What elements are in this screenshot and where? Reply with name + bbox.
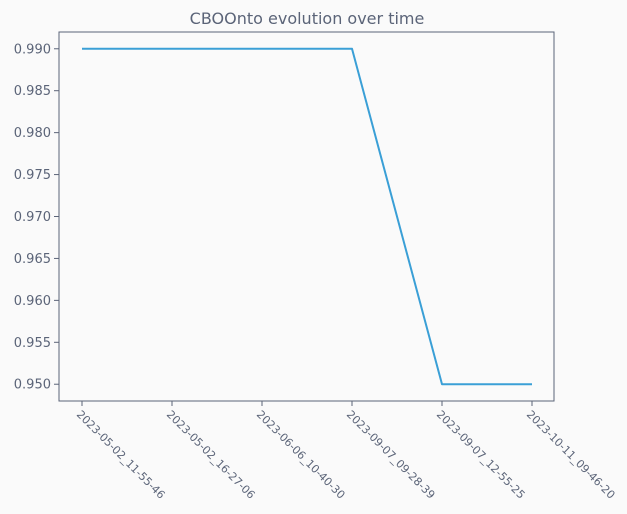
plot-area xyxy=(58,31,555,402)
y-tick-label: 0.985 xyxy=(14,84,51,99)
y-tick-label: 0.980 xyxy=(14,126,51,141)
chart-title: CBOOnto evolution over time xyxy=(190,9,425,28)
y-tick-label: 0.955 xyxy=(14,336,51,351)
y-tick-label: 0.970 xyxy=(14,210,51,225)
series-group xyxy=(81,47,533,386)
y-tick-label: 0.960 xyxy=(14,294,51,309)
y-tick-label: 0.990 xyxy=(14,42,51,57)
series-line-1 xyxy=(82,47,532,386)
y-tick-label: 0.965 xyxy=(14,252,51,267)
y-axis: 0.950 0.955 0.960 0.965 0.970 0.975 0.980 0.985… xyxy=(14,42,59,393)
y-tick-label: 0.950 xyxy=(14,378,51,393)
y-tick-label: 0.975 xyxy=(14,168,51,183)
